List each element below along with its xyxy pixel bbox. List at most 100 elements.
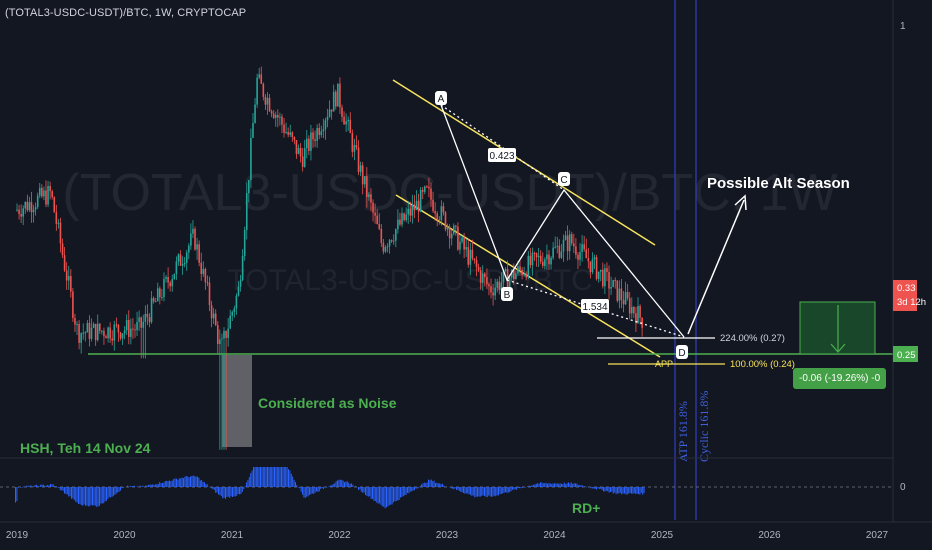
oscillator-bar bbox=[373, 487, 375, 501]
candle-body bbox=[171, 279, 174, 287]
candle-body bbox=[310, 132, 312, 151]
candle-body bbox=[322, 129, 325, 132]
oscillator-bar bbox=[471, 487, 473, 496]
candle-body bbox=[229, 315, 232, 329]
oscillator-bar bbox=[136, 486, 138, 487]
oscillator-bar bbox=[352, 484, 354, 487]
oscillator-bar bbox=[561, 483, 562, 487]
oscillator-bar bbox=[170, 481, 172, 487]
candle-body bbox=[181, 264, 184, 266]
candle-body bbox=[183, 262, 186, 265]
candle-body bbox=[455, 225, 457, 227]
candle-body bbox=[421, 189, 424, 192]
oscillator-bar bbox=[100, 487, 102, 504]
candle-body bbox=[368, 194, 370, 197]
oscillator-bar bbox=[87, 487, 89, 507]
oscillator-bar bbox=[194, 476, 196, 487]
candle-body bbox=[138, 317, 140, 322]
oscillator-bar bbox=[180, 478, 182, 487]
candle-body bbox=[461, 237, 463, 242]
candle-body bbox=[28, 202, 31, 211]
oscillator-bar bbox=[401, 487, 403, 497]
oscillator-bar bbox=[248, 477, 250, 487]
candle-body bbox=[479, 270, 482, 283]
oscillator-bar bbox=[573, 483, 575, 487]
candle-body bbox=[306, 138, 308, 149]
candle-body bbox=[214, 313, 217, 326]
candle-body bbox=[469, 249, 472, 265]
oscillator-bar bbox=[283, 467, 285, 487]
candle-body bbox=[70, 276, 72, 292]
oscillator-bar bbox=[262, 467, 264, 487]
candle-body bbox=[585, 249, 588, 259]
candle-body bbox=[339, 83, 341, 108]
candle-body bbox=[639, 305, 641, 318]
candle-body bbox=[587, 258, 590, 262]
oscillator-bar bbox=[286, 467, 288, 487]
oscillator-bar bbox=[566, 483, 568, 487]
candle-body bbox=[484, 273, 486, 278]
oscillator-bar bbox=[464, 487, 466, 494]
oscillator-bar bbox=[380, 487, 382, 505]
oscillator-bar bbox=[338, 479, 340, 487]
oscillator-bar bbox=[160, 483, 162, 487]
oscillator-bar bbox=[94, 487, 96, 506]
oscillator-bar bbox=[220, 487, 222, 497]
oscillator-bar bbox=[317, 487, 319, 492]
candle-body bbox=[384, 247, 387, 252]
oscillator-bar bbox=[636, 487, 638, 494]
oscillator-bar bbox=[439, 483, 441, 487]
oscillator-bar bbox=[198, 477, 200, 487]
oscillator-bar bbox=[155, 484, 156, 487]
candle-body bbox=[332, 91, 335, 112]
price-label-top: 1 bbox=[900, 21, 906, 32]
oscillator-bar bbox=[132, 485, 134, 487]
candle-body bbox=[57, 222, 60, 224]
candle-body bbox=[173, 273, 176, 280]
candle-body bbox=[258, 74, 260, 78]
oscillator-bar bbox=[460, 487, 462, 492]
candle-body bbox=[92, 323, 95, 328]
candle-body bbox=[59, 222, 62, 244]
oscillator-bar bbox=[547, 483, 548, 487]
oscillator-bar bbox=[241, 487, 243, 492]
oscillator-bar bbox=[397, 487, 399, 501]
candle-body bbox=[55, 212, 58, 224]
candle-body bbox=[527, 255, 530, 278]
candle-body bbox=[392, 240, 395, 242]
oscillator-bar bbox=[261, 467, 263, 487]
oscillator-bar bbox=[377, 487, 379, 504]
oscillator-bar bbox=[226, 487, 228, 497]
cyclic-label: Cyclic 161.8% bbox=[697, 391, 711, 462]
candle-body bbox=[326, 116, 329, 121]
candle-body bbox=[152, 298, 155, 302]
candle-body bbox=[566, 235, 569, 252]
oscillator-bar bbox=[355, 486, 357, 487]
candle-body bbox=[378, 224, 381, 229]
oscillator-bar bbox=[575, 483, 576, 487]
candle-body bbox=[227, 328, 229, 338]
oscillator-bar bbox=[409, 487, 411, 492]
oscillator-bar bbox=[27, 485, 29, 487]
oscillator-bar bbox=[195, 476, 197, 487]
oscillator-bar bbox=[332, 484, 334, 487]
candle-body bbox=[500, 282, 503, 291]
oscillator-bar bbox=[624, 487, 625, 494]
candle-body bbox=[264, 96, 267, 105]
oscillator-bar bbox=[418, 487, 420, 488]
candle-body bbox=[401, 213, 403, 225]
oscillator-bar bbox=[22, 487, 23, 488]
oscillator-bar bbox=[167, 480, 169, 487]
oscillator-bar bbox=[576, 483, 578, 487]
candle-body bbox=[597, 271, 600, 279]
candle-body bbox=[254, 104, 256, 124]
oscillator-bar bbox=[83, 487, 85, 505]
candle-body bbox=[606, 268, 608, 273]
candle-body bbox=[324, 120, 327, 130]
oscillator-bar bbox=[101, 487, 103, 504]
candle-body bbox=[426, 186, 428, 188]
candle-body bbox=[245, 193, 248, 230]
candle-body bbox=[440, 206, 443, 221]
oscillator-bar bbox=[470, 487, 471, 495]
